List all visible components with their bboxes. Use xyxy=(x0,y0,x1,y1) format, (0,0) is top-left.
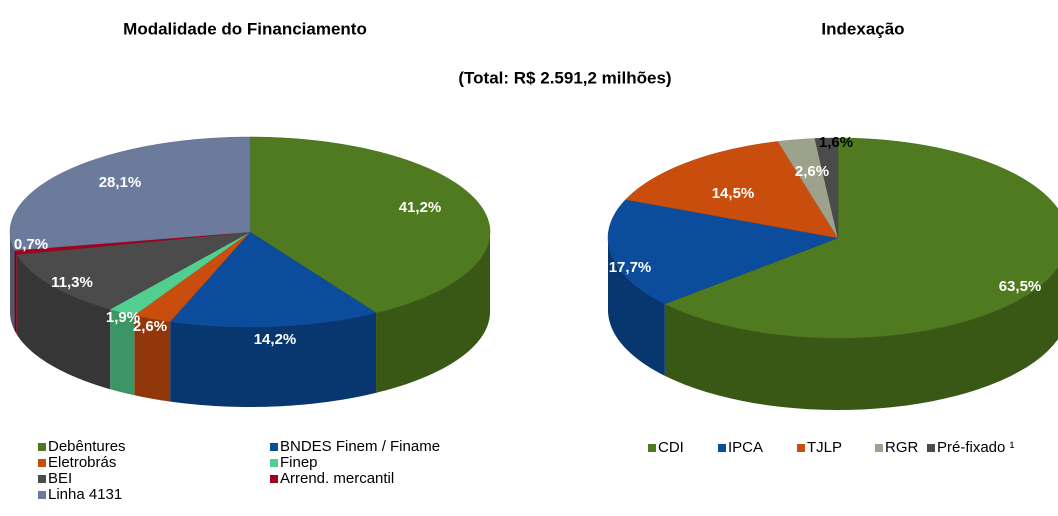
pie-slice xyxy=(625,141,839,239)
chart-title: Indexação xyxy=(821,19,904,38)
legend-swatch xyxy=(38,443,46,451)
pie-slice-side xyxy=(10,232,15,331)
legend-label: Linha 4131 xyxy=(48,486,122,503)
pie-slice-side xyxy=(664,267,1058,410)
pie-slice xyxy=(16,231,251,310)
data-label: 11,3% xyxy=(51,274,93,291)
legend-swatch xyxy=(38,475,46,483)
pie-slice xyxy=(9,136,251,251)
data-label: 41,2% xyxy=(399,199,442,216)
chart-title: Modalidade do Financiamento xyxy=(123,19,367,38)
pie-slice xyxy=(777,138,839,239)
chart-subtitle: (Total: R$ 2.591,2 milhões) xyxy=(458,68,671,87)
legend-swatch xyxy=(38,459,46,467)
pie-slice-side xyxy=(170,312,377,407)
legend-label: Finep xyxy=(280,454,318,471)
pie-slice-side xyxy=(608,238,665,376)
data-label: 1,9% xyxy=(106,309,140,326)
legend-label: RGR xyxy=(885,439,919,456)
data-label: 0,7% xyxy=(14,236,48,253)
legend-label: CDI xyxy=(658,439,684,456)
data-label: 17,7% xyxy=(609,259,652,276)
pie-slice-side xyxy=(16,254,111,390)
pie-slice-side xyxy=(376,232,490,393)
pie-slice xyxy=(664,137,1058,339)
data-label: 14,5% xyxy=(712,185,755,202)
pie-slice xyxy=(133,231,251,322)
legend-swatch xyxy=(648,444,656,452)
data-label: 63,5% xyxy=(999,278,1042,295)
legend-swatch xyxy=(927,444,935,452)
legend-label: Eletrobrás xyxy=(48,454,116,471)
legend-swatch xyxy=(875,444,883,452)
data-label: 2,6% xyxy=(133,318,167,335)
data-label: 2,6% xyxy=(795,163,829,180)
legend-swatch xyxy=(797,444,805,452)
data-label: 14,2% xyxy=(254,331,297,348)
pie-slice xyxy=(249,136,491,314)
pie-slice xyxy=(169,231,377,328)
legend-swatch xyxy=(270,459,278,467)
legend-swatch xyxy=(270,443,278,451)
legend-label: Debêntures xyxy=(48,438,126,455)
pie-slice xyxy=(814,137,839,239)
legend-label: IPCA xyxy=(728,439,763,456)
legend-label: BEI xyxy=(48,470,72,487)
legend-swatch xyxy=(270,475,278,483)
legend-label: TJLP xyxy=(807,439,842,456)
data-label: 28,1% xyxy=(99,174,142,191)
legend-swatch xyxy=(718,444,726,452)
pie-slice-side xyxy=(110,309,135,396)
pie-slice-side xyxy=(134,315,171,402)
pie-slice-side xyxy=(14,250,17,335)
legend-label: Arrend. mercantil xyxy=(280,470,394,487)
legend-swatch xyxy=(38,491,46,499)
pie-slice xyxy=(607,199,839,305)
data-label: 1,6% xyxy=(819,134,853,151)
legend-label: BNDES Finem / Finame xyxy=(280,438,440,455)
legend-label: Pré-fixado ¹ xyxy=(937,439,1015,456)
